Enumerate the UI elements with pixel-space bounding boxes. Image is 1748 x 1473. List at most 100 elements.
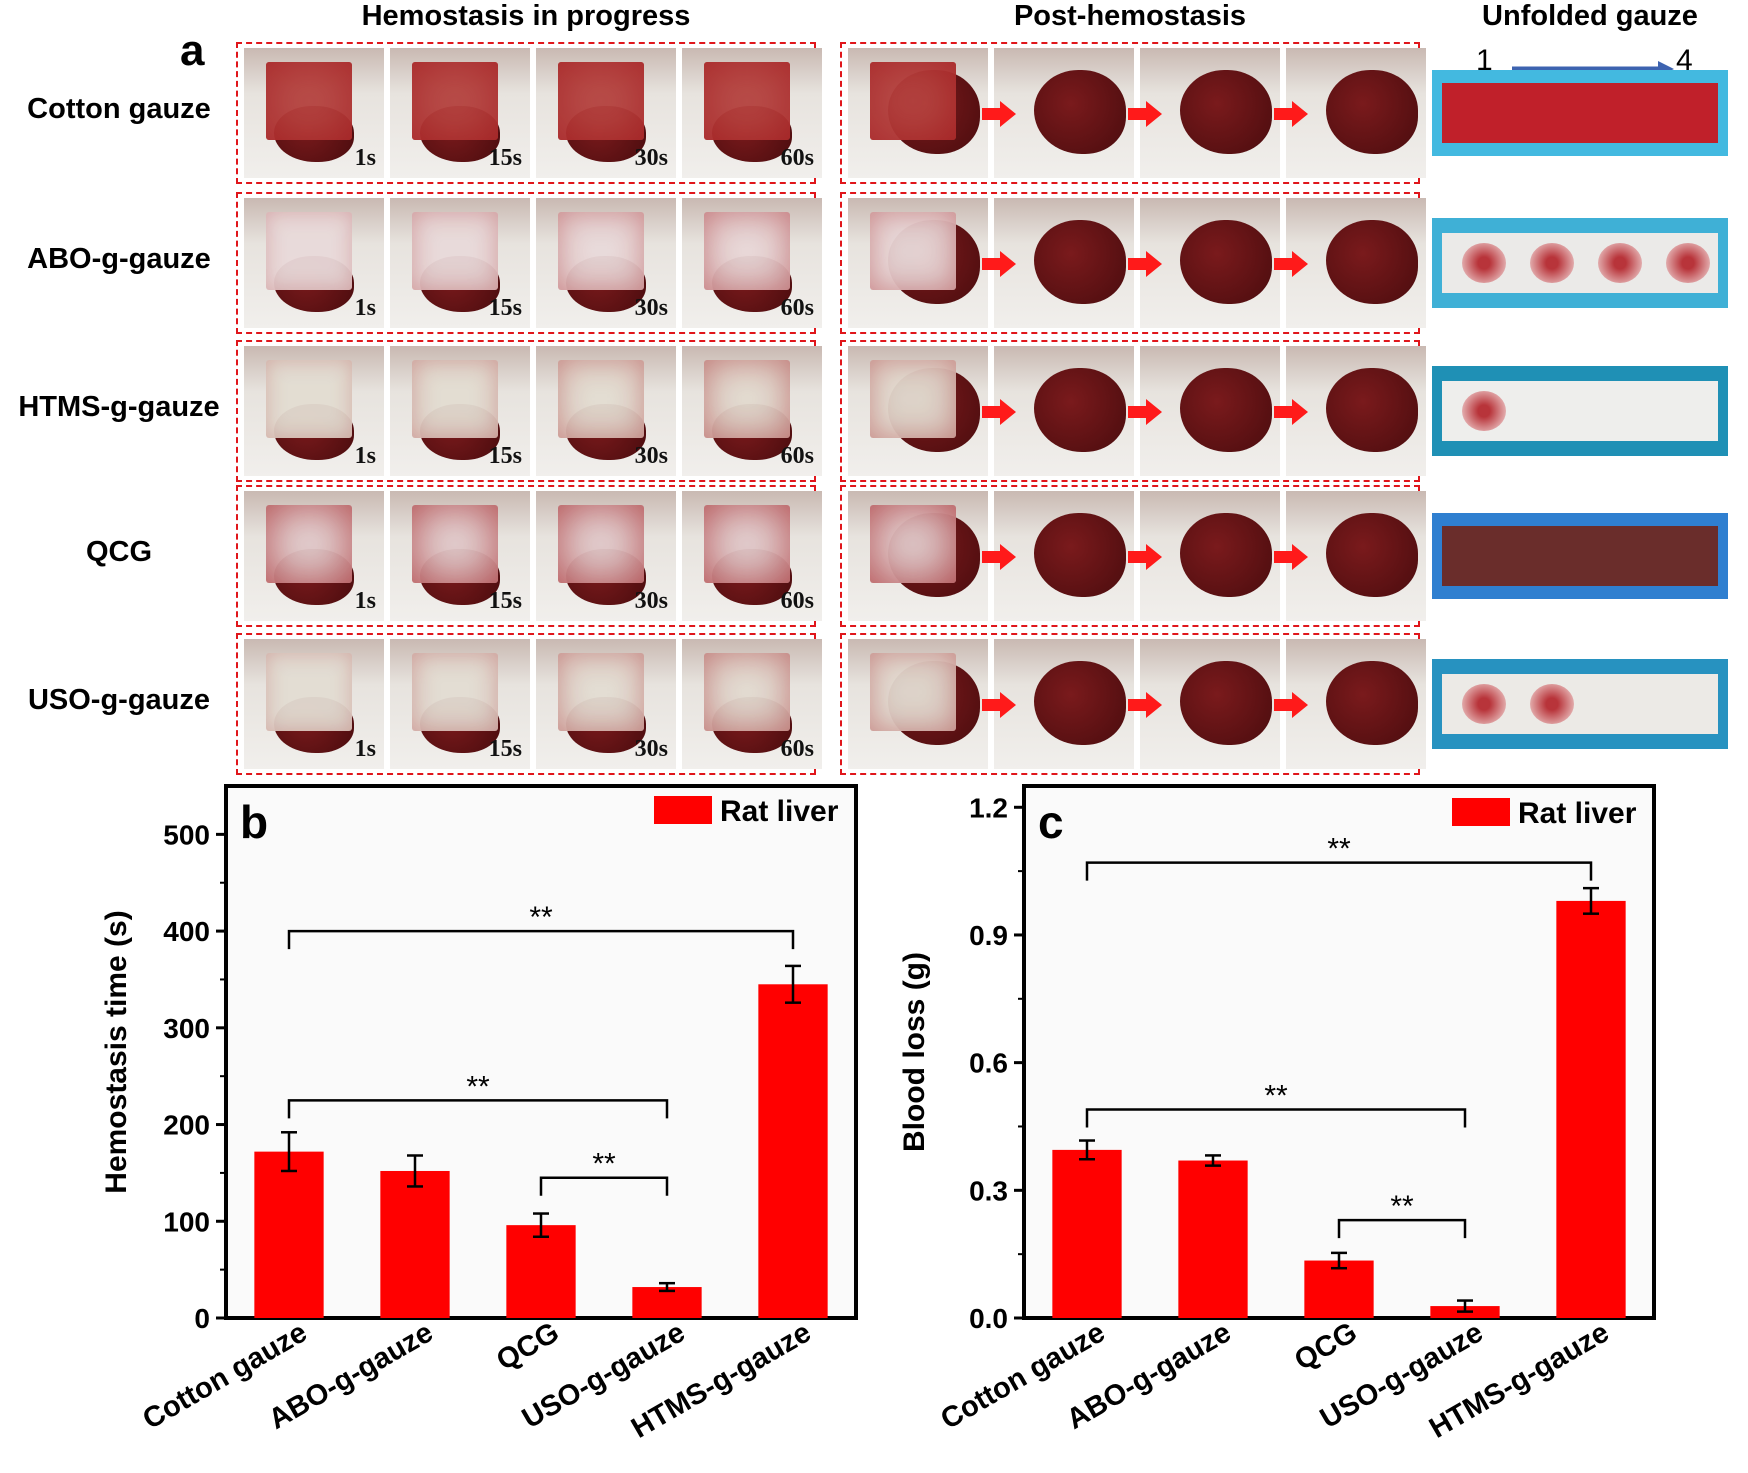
time-label: 15s	[488, 145, 522, 171]
y-tick-label: 100	[163, 1206, 210, 1237]
row-label: QCG	[85, 536, 153, 568]
post-hemostasis-photo	[994, 491, 1134, 621]
hemostasis-photo: 60s	[682, 346, 822, 476]
post-hemostasis-photo	[1286, 198, 1426, 328]
significance-bracket	[1337, 1218, 1467, 1239]
time-label: 1s	[354, 736, 376, 762]
hemostasis-photo: 15s	[390, 198, 530, 328]
hemostasis-photo: 1s	[244, 491, 384, 621]
post-hemostasis-photo-group	[840, 633, 1426, 775]
significance-label: **	[529, 901, 553, 934]
legend-swatch	[654, 796, 712, 824]
y-tick-label: 0.6	[969, 1048, 1008, 1079]
time-label: 1s	[354, 295, 376, 321]
row-label: ABO-g-gauze	[27, 243, 211, 275]
hemostasis-photo: 60s	[682, 639, 822, 769]
hemostasis-photo: 30s	[536, 48, 676, 178]
post-hemostasis-photo-group	[840, 485, 1426, 627]
hemostasis-photo: 15s	[390, 491, 530, 621]
red-arrow-icon	[982, 399, 1016, 425]
hemostasis-photo: 60s	[682, 48, 822, 178]
unfolded-gauze-strip	[1432, 659, 1728, 749]
hemostasis-photo: 15s	[390, 48, 530, 178]
bar	[254, 1151, 324, 1318]
significance-label: **	[1327, 833, 1351, 866]
bar	[506, 1225, 576, 1318]
red-arrow-icon	[1128, 544, 1162, 570]
red-arrow-icon	[982, 692, 1016, 718]
legend-label: Rat liver	[720, 795, 839, 828]
post-hemostasis-photo	[848, 346, 988, 476]
post-hemostasis-photo	[1286, 346, 1426, 476]
time-label: 30s	[634, 443, 668, 469]
post-hemostasis-photo	[1286, 491, 1426, 621]
progress-photo-group: 1s 15s 30s 60s	[236, 633, 822, 775]
x-tick-label: QCG	[1289, 1316, 1362, 1377]
hemostasis-photo: 15s	[390, 639, 530, 769]
time-label: 60s	[780, 295, 814, 321]
y-axis-label: Blood loss (g)	[898, 952, 931, 1152]
time-label: 60s	[780, 145, 814, 171]
red-arrow-icon	[1274, 251, 1308, 277]
time-label: 1s	[354, 443, 376, 469]
y-tick-label: 0.3	[969, 1175, 1008, 1206]
hemostasis-photo: 1s	[244, 198, 384, 328]
blood-spot	[1462, 684, 1506, 724]
post-hemostasis-photo	[848, 639, 988, 769]
post-hemostasis-photo	[1140, 48, 1280, 178]
hemostasis-photo: 60s	[682, 491, 822, 621]
unfolded-gauze-strip	[1432, 513, 1728, 599]
significance-label: **	[1264, 1079, 1288, 1112]
unfolded-gauze-strip	[1432, 366, 1728, 456]
post-hemostasis-photo	[1286, 48, 1426, 178]
post-hemostasis-photo	[1140, 491, 1280, 621]
post-hemostasis-photo	[1140, 639, 1280, 769]
significance-bracket	[1085, 1108, 1467, 1128]
bar	[758, 984, 828, 1318]
red-arrow-icon	[1128, 692, 1162, 718]
unfolded-gauze-strip	[1432, 70, 1728, 156]
time-label: 30s	[634, 145, 668, 171]
bar	[380, 1170, 450, 1318]
blood-spot	[1462, 391, 1506, 431]
progress-photo-group: 1s 15s 30s 60s	[236, 42, 822, 184]
y-tick-label: 0	[194, 1303, 210, 1334]
hemostasis-photo: 30s	[536, 491, 676, 621]
hemostasis-photo: 1s	[244, 48, 384, 178]
red-arrow-icon	[1274, 399, 1308, 425]
time-label: 30s	[634, 295, 668, 321]
hemostasis-photo: 60s	[682, 198, 822, 328]
time-label: 60s	[780, 588, 814, 614]
bar	[1178, 1160, 1248, 1318]
time-label: 1s	[354, 588, 376, 614]
unfolded-start-number: 1	[1476, 44, 1493, 77]
progress-photo-group: 1s 15s 30s 60s	[236, 485, 822, 627]
hemostasis-photo: 30s	[536, 639, 676, 769]
y-tick-label: 300	[163, 1013, 210, 1044]
bar	[1556, 900, 1626, 1318]
blood-spot	[1530, 243, 1574, 283]
post-hemostasis-photo	[1140, 346, 1280, 476]
post-hemostasis-photo	[1140, 198, 1280, 328]
time-label: 1s	[354, 145, 376, 171]
significance-bracket	[539, 1176, 669, 1196]
significance-bracket	[1085, 861, 1593, 881]
post-hemostasis-photo	[848, 48, 988, 178]
time-label: 15s	[488, 588, 522, 614]
bar	[1052, 1149, 1122, 1318]
significance-label: **	[466, 1070, 490, 1103]
y-tick-label: 200	[163, 1110, 210, 1141]
post-hemostasis-photo	[994, 346, 1134, 476]
legend-swatch	[1452, 798, 1510, 826]
significance-label: **	[1390, 1190, 1414, 1223]
y-tick-label: 500	[163, 819, 210, 850]
panel-letter: b	[240, 796, 268, 848]
time-label: 15s	[488, 443, 522, 469]
legend-label: Rat liver	[1518, 797, 1637, 830]
significance-bracket	[287, 1099, 669, 1119]
progress-photo-group: 1s 15s 30s 60s	[236, 192, 822, 334]
hemostasis-photo: 15s	[390, 346, 530, 476]
header-unfolded-gauze: Unfolded gauze	[1482, 0, 1698, 32]
red-arrow-icon	[1128, 101, 1162, 127]
